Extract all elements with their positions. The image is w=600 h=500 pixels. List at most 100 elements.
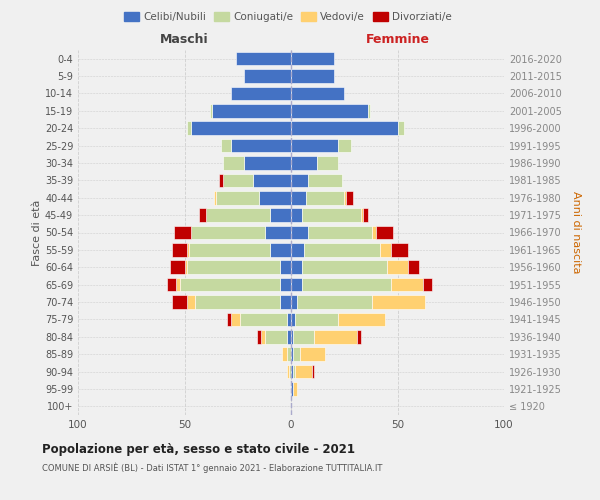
Bar <box>259 191 291 204</box>
Bar <box>265 226 291 239</box>
Bar <box>380 243 391 256</box>
Bar <box>223 174 253 187</box>
Text: Popolazione per età, sesso e stato civile - 2021: Popolazione per età, sesso e stato civil… <box>42 442 355 456</box>
Bar <box>302 208 361 222</box>
Bar <box>293 382 298 396</box>
Bar <box>302 278 391 291</box>
Bar <box>291 191 306 204</box>
Bar <box>291 122 398 135</box>
Bar <box>291 226 308 239</box>
Bar <box>189 243 270 256</box>
Bar <box>344 191 346 204</box>
Bar <box>291 243 304 256</box>
Bar <box>287 348 291 361</box>
Bar <box>368 104 370 118</box>
Bar <box>221 139 232 152</box>
Bar <box>227 312 232 326</box>
Bar <box>291 330 293 344</box>
Bar <box>372 295 425 309</box>
Bar <box>283 348 287 361</box>
Text: COMUNE DI ARSIÈ (BL) - Dati ISTAT 1° gennaio 2021 - Elaborazione TUTTITALIA.IT: COMUNE DI ARSIÈ (BL) - Dati ISTAT 1° gen… <box>42 462 382 473</box>
Bar <box>291 312 295 326</box>
Bar <box>212 104 291 118</box>
Bar <box>280 260 291 274</box>
Bar <box>317 156 338 170</box>
Bar <box>298 295 372 309</box>
Bar <box>357 330 361 344</box>
Bar <box>280 278 291 291</box>
Bar <box>304 243 380 256</box>
Text: Maschi: Maschi <box>160 34 209 46</box>
Bar <box>172 295 187 309</box>
Bar <box>291 260 302 274</box>
Bar <box>291 156 317 170</box>
Bar <box>240 312 287 326</box>
Bar <box>391 278 423 291</box>
Bar <box>291 104 368 118</box>
Bar <box>291 365 293 378</box>
Bar <box>338 139 350 152</box>
Bar <box>217 191 259 204</box>
Y-axis label: Anni di nascita: Anni di nascita <box>571 191 581 274</box>
Bar <box>291 52 334 66</box>
Bar <box>287 330 291 344</box>
Bar <box>313 365 314 378</box>
Bar <box>302 260 387 274</box>
Bar <box>287 312 291 326</box>
Bar <box>364 208 368 222</box>
Text: Femmine: Femmine <box>365 34 430 46</box>
Legend: Celibi/Nubili, Coniugati/e, Vedovi/e, Divorziati/e: Celibi/Nubili, Coniugati/e, Vedovi/e, Di… <box>120 8 456 26</box>
Bar <box>291 382 293 396</box>
Bar <box>187 243 189 256</box>
Bar <box>308 174 342 187</box>
Bar <box>270 243 291 256</box>
Bar <box>218 174 223 187</box>
Bar <box>206 208 270 222</box>
Bar <box>291 86 344 100</box>
Bar <box>280 295 291 309</box>
Bar <box>244 70 291 83</box>
Bar <box>191 122 291 135</box>
Bar <box>338 312 385 326</box>
Bar <box>291 348 293 361</box>
Bar <box>210 104 212 118</box>
Bar <box>398 122 404 135</box>
Bar <box>232 139 291 152</box>
Bar <box>236 52 291 66</box>
Bar <box>295 312 338 326</box>
Bar <box>174 226 191 239</box>
Bar <box>291 139 338 152</box>
Bar <box>293 348 299 361</box>
Bar <box>244 156 291 170</box>
Bar <box>232 312 240 326</box>
Bar <box>167 278 176 291</box>
Bar <box>293 365 295 378</box>
Bar <box>289 365 291 378</box>
Bar <box>172 243 187 256</box>
Bar <box>295 365 313 378</box>
Bar <box>291 174 308 187</box>
Bar <box>257 330 261 344</box>
Bar <box>232 86 291 100</box>
Bar <box>187 295 195 309</box>
Bar <box>306 191 344 204</box>
Bar <box>291 295 298 309</box>
Bar <box>408 260 419 274</box>
Bar <box>253 174 291 187</box>
Bar <box>187 122 191 135</box>
Bar <box>170 260 185 274</box>
Bar <box>308 226 372 239</box>
Bar <box>291 208 302 222</box>
Y-axis label: Fasce di età: Fasce di età <box>32 200 42 266</box>
Bar <box>195 295 280 309</box>
Bar <box>387 260 408 274</box>
Bar <box>391 243 408 256</box>
Bar <box>291 278 302 291</box>
Bar <box>287 365 289 378</box>
Bar <box>223 156 244 170</box>
Bar <box>191 226 265 239</box>
Bar <box>214 191 217 204</box>
Bar <box>180 278 280 291</box>
Bar <box>361 208 364 222</box>
Bar <box>314 330 357 344</box>
